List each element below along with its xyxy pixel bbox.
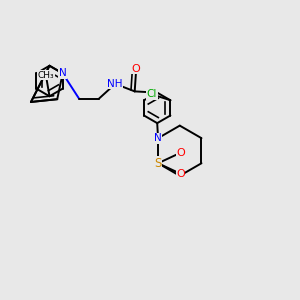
- Text: O: O: [176, 148, 185, 158]
- Text: S: S: [154, 157, 162, 170]
- Text: N: N: [154, 133, 162, 143]
- Text: O: O: [132, 64, 141, 74]
- Text: CH₃: CH₃: [38, 71, 54, 80]
- Text: NH: NH: [107, 79, 123, 89]
- Text: N: N: [59, 68, 67, 78]
- Text: O: O: [176, 169, 185, 179]
- Text: Cl: Cl: [147, 89, 157, 99]
